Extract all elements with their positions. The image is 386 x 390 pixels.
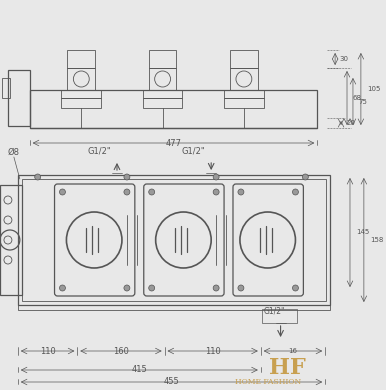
Text: 477: 477 xyxy=(166,138,181,147)
Text: 415: 415 xyxy=(131,365,147,374)
Bar xyxy=(149,68,176,90)
Circle shape xyxy=(124,285,130,291)
Circle shape xyxy=(213,189,219,195)
Circle shape xyxy=(149,189,155,195)
Bar xyxy=(18,305,330,310)
Bar xyxy=(30,90,317,128)
Bar xyxy=(230,68,258,90)
Bar xyxy=(0,185,22,295)
Circle shape xyxy=(124,189,130,195)
Circle shape xyxy=(238,285,244,291)
Circle shape xyxy=(238,189,244,195)
Bar xyxy=(18,175,330,305)
Text: 160: 160 xyxy=(113,346,129,356)
Bar xyxy=(149,50,176,68)
Circle shape xyxy=(213,285,219,291)
Circle shape xyxy=(124,174,130,180)
Text: 455: 455 xyxy=(164,378,179,386)
Circle shape xyxy=(293,285,298,291)
Text: Ø8: Ø8 xyxy=(8,148,20,157)
Text: 105: 105 xyxy=(367,86,380,92)
Circle shape xyxy=(35,174,41,180)
Text: 30: 30 xyxy=(339,56,348,62)
Text: 145: 145 xyxy=(356,229,369,236)
Text: 68: 68 xyxy=(353,95,362,101)
Circle shape xyxy=(59,285,66,291)
Text: 158: 158 xyxy=(370,237,383,243)
Text: HOME FASHION: HOME FASHION xyxy=(235,378,301,386)
Bar xyxy=(230,50,258,68)
Bar xyxy=(224,90,264,98)
Text: G1/2": G1/2" xyxy=(87,146,111,155)
Text: 16: 16 xyxy=(288,348,298,354)
Bar xyxy=(8,70,30,126)
Circle shape xyxy=(213,174,219,180)
Text: 75: 75 xyxy=(359,99,368,105)
Bar xyxy=(68,50,95,68)
Bar xyxy=(22,179,326,301)
Circle shape xyxy=(149,285,155,291)
Bar xyxy=(68,68,95,90)
Text: G1/2": G1/2" xyxy=(181,146,205,155)
Circle shape xyxy=(59,189,66,195)
Text: 20: 20 xyxy=(347,120,356,126)
Bar xyxy=(61,98,101,108)
Bar xyxy=(143,98,183,108)
Text: HF: HF xyxy=(269,357,306,379)
Text: 110: 110 xyxy=(40,346,56,356)
Text: 110: 110 xyxy=(205,346,220,356)
Bar xyxy=(143,90,183,98)
Bar xyxy=(2,78,10,98)
Bar xyxy=(61,90,101,98)
Text: G1/2": G1/2" xyxy=(264,306,285,315)
Bar xyxy=(224,98,264,108)
Circle shape xyxy=(302,174,308,180)
Bar xyxy=(262,309,298,323)
Circle shape xyxy=(293,189,298,195)
